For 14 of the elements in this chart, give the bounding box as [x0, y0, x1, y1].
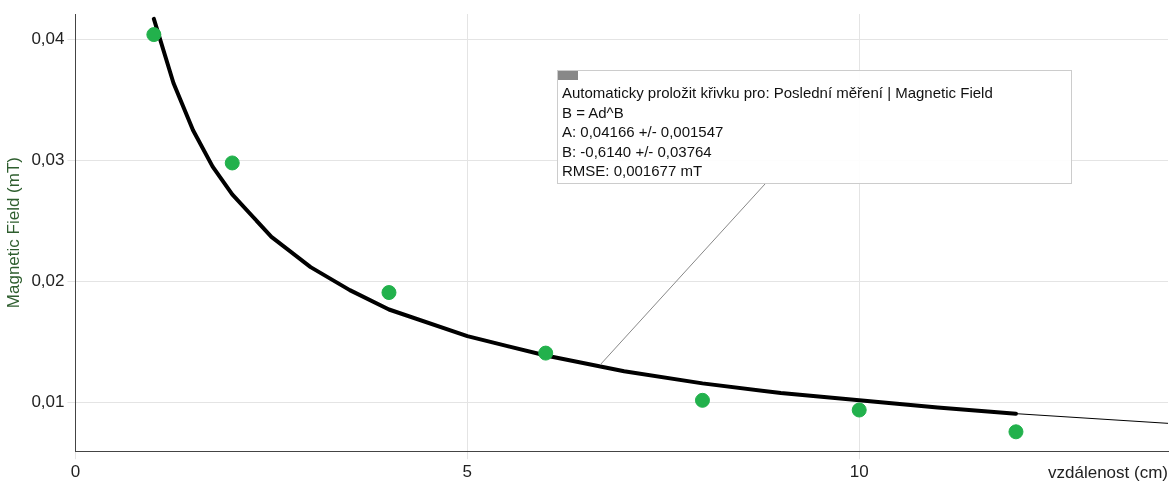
- annotation: RMSE: 0,001677 mT: [562, 161, 704, 181]
- y-tick-label: 0,02: [31, 271, 65, 291]
- x-tick-label: 5: [462, 462, 473, 482]
- annotation: Automaticky proložit křivku pro: Poslední měření | Magnetic Field: [562, 83, 994, 103]
- annotation: B: -0,6140 +/- 0,03764: [562, 141, 713, 161]
- x-tick-label: 0: [70, 462, 81, 482]
- annotation: B = Ad^B: [562, 102, 625, 122]
- annotation: A: 0,04166 +/- 0,001547: [562, 122, 725, 142]
- x-axis-title: vzdálenost (cm): [1048, 463, 1168, 483]
- y-axis-title: Magnetic Field (mT): [3, 157, 23, 309]
- x-tick-label: 10: [849, 462, 869, 482]
- y-tick-label: 0,01: [31, 392, 65, 412]
- y-tick-label: 0,04: [31, 29, 65, 49]
- y-tick-label: 0,03: [31, 150, 65, 170]
